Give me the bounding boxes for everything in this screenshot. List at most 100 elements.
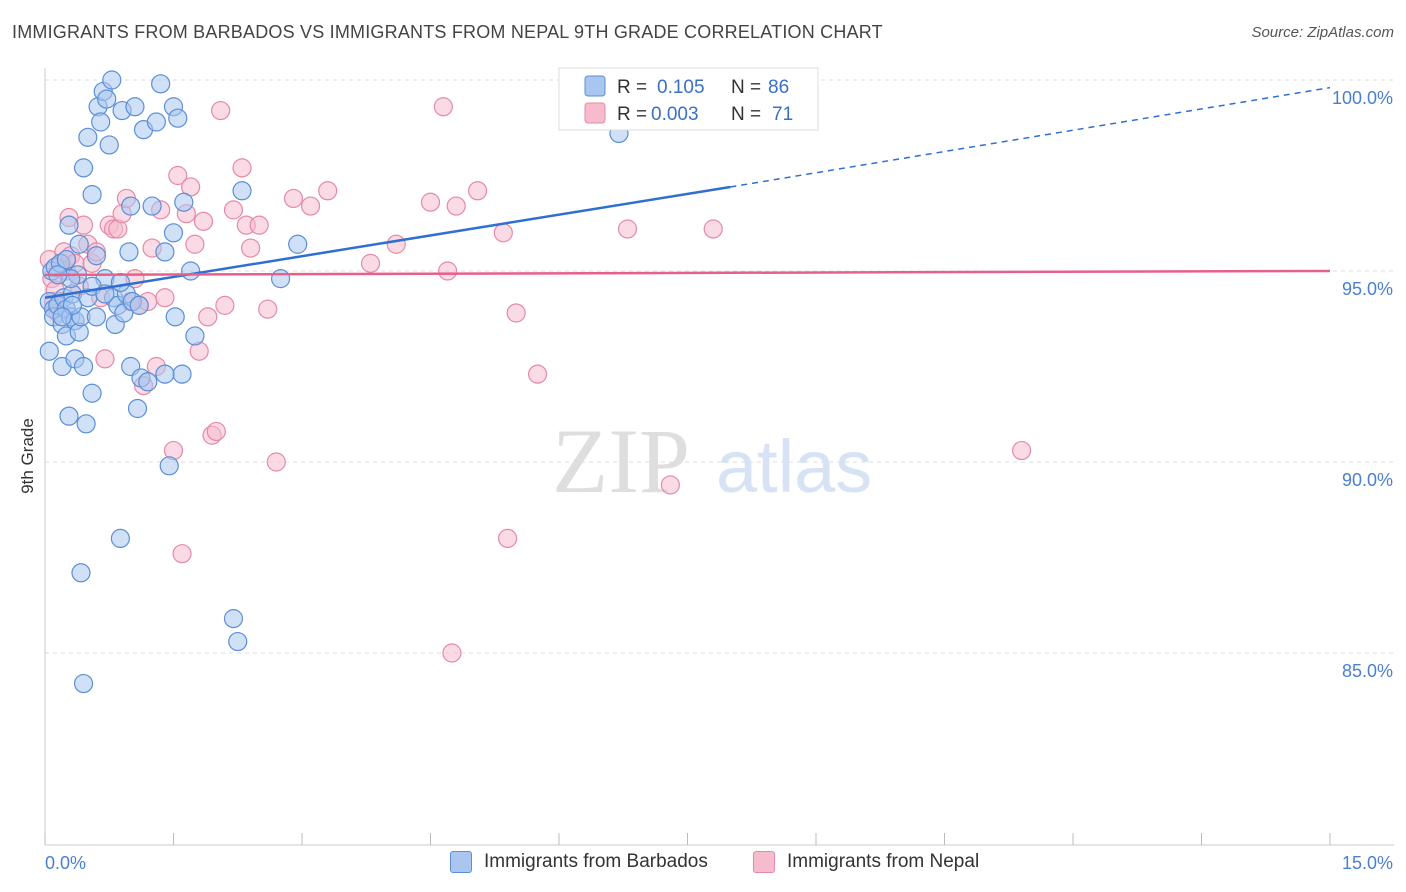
y-tick-label: 100.0% <box>1332 88 1393 108</box>
nepal-point <box>215 295 235 315</box>
legend-r-label-2: R = <box>617 104 647 125</box>
y-tick-label: 95.0% <box>1342 279 1393 299</box>
barbados-point <box>142 196 162 216</box>
barbados-point <box>73 356 94 377</box>
x-tick-label-max: 15.0% <box>1342 853 1393 873</box>
series-barbados-points <box>39 70 629 694</box>
barbados-point <box>76 414 96 434</box>
nepal-point <box>498 528 518 549</box>
barbados-point <box>181 261 201 281</box>
nepal-point <box>442 643 462 663</box>
barbados-point <box>86 246 107 266</box>
barbados-point <box>56 249 77 270</box>
trend-line-nepal <box>44 269 1331 277</box>
barbados-point <box>172 364 192 384</box>
barbados-point <box>91 112 111 132</box>
nepal-point <box>95 349 115 369</box>
nepal-point <box>232 158 252 178</box>
barbados-point <box>39 341 59 361</box>
bottom-legend-swatch-nepal <box>753 851 775 873</box>
barbados-point <box>69 234 89 254</box>
nepal-point <box>506 303 526 323</box>
legend-r-value-1: 0.105 <box>657 77 705 98</box>
barbados-point <box>232 181 252 201</box>
chart-title: IMMIGRANTS FROM BARBADOS VS IMMIGRANTS F… <box>12 22 883 42</box>
x-tick-label-min: 0.0% <box>45 853 86 873</box>
barbados-point <box>121 196 141 216</box>
barbados-point <box>159 456 179 476</box>
legend-n-label-2: N = <box>731 104 761 125</box>
legend-n-label-1: N = <box>731 77 761 98</box>
nepal-point <box>155 288 175 308</box>
barbados-point <box>270 269 291 289</box>
nepal-point <box>446 196 466 216</box>
barbados-point <box>174 192 194 212</box>
barbados-point <box>78 127 98 147</box>
barbados-point <box>146 112 166 132</box>
barbados-point <box>82 383 102 403</box>
nepal-point <box>493 223 513 243</box>
nepal-point <box>660 475 680 495</box>
barbados-point <box>163 223 184 243</box>
bottom-legend-nepal: Immigrants from Nepal <box>753 851 979 873</box>
bottom-legend-label-barbados: Immigrants from Barbados <box>484 851 708 872</box>
axes <box>44 68 1394 846</box>
nepal-point <box>185 234 205 254</box>
y-axis-label: 9th Grade <box>18 418 37 494</box>
x-ticks <box>44 833 1331 845</box>
nepal-point <box>266 452 286 472</box>
y-tick-labels: 100.0% 95.0% 90.0% 85.0% <box>1332 88 1393 681</box>
barbados-point <box>151 74 171 94</box>
source-label: Source: ZipAtlas.com <box>1251 24 1394 41</box>
barbados-point <box>155 364 175 384</box>
barbados-point <box>127 398 148 419</box>
barbados-point <box>165 307 185 327</box>
legend-r-value-2: 0.003 <box>651 104 699 125</box>
barbados-point <box>138 372 158 392</box>
legend-n-value-1: 86 <box>768 77 789 98</box>
barbados-point <box>73 673 94 694</box>
barbados-point <box>52 307 72 327</box>
nepal-point <box>283 188 304 209</box>
nepal-point <box>386 234 406 254</box>
barbados-point <box>125 97 145 117</box>
barbados-point <box>119 242 139 262</box>
barbados-point <box>288 234 308 254</box>
nepal-point <box>617 219 638 239</box>
nepal-point <box>258 299 278 319</box>
nepal-point <box>468 181 488 201</box>
nepal-point <box>527 364 548 384</box>
trend-line-barbados-extension <box>730 86 1331 188</box>
nepal-point <box>211 100 231 121</box>
nepal-point <box>300 196 321 216</box>
barbados-point <box>82 185 102 205</box>
barbados-point <box>73 158 94 178</box>
nepal-point <box>360 253 381 273</box>
nepal-point <box>249 215 269 235</box>
legend-swatch-nepal <box>584 102 606 124</box>
nepal-point <box>703 219 723 239</box>
barbados-point <box>228 631 248 652</box>
nepal-point <box>241 238 261 258</box>
barbados-point <box>71 563 91 583</box>
barbados-point <box>97 89 117 109</box>
barbados-point <box>155 242 175 262</box>
barbados-point <box>129 295 149 315</box>
barbados-point <box>110 528 130 549</box>
nepal-point <box>168 165 188 186</box>
nepal-point <box>193 211 214 231</box>
y-tick-label: 85.0% <box>1342 661 1393 681</box>
barbados-point <box>86 307 107 327</box>
watermark-zip: ZIP <box>552 410 690 512</box>
watermark-atlas: atlas <box>716 425 872 508</box>
nepal-point <box>206 421 226 442</box>
nepal-point <box>198 307 218 327</box>
legend-n-value-2: 71 <box>772 104 793 125</box>
y-tick-label: 90.0% <box>1342 470 1393 490</box>
nepal-point <box>172 544 192 564</box>
barbados-point <box>99 135 119 155</box>
nepal-point <box>438 261 458 281</box>
legend: R = 0.105 N = 86 R = 0.003 N = 71 <box>558 67 819 131</box>
nepal-point <box>318 181 338 201</box>
barbados-point <box>59 215 79 235</box>
